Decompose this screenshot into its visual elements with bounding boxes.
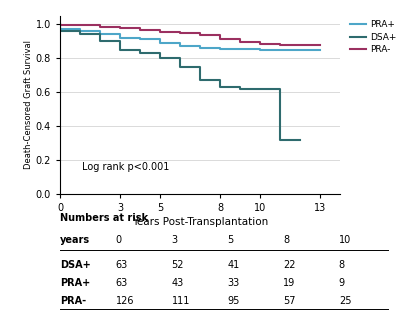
PRA-	[238, 40, 242, 44]
Text: 3: 3	[172, 235, 178, 245]
PRA-	[178, 32, 182, 35]
Text: 8: 8	[283, 235, 289, 245]
DSA+	[198, 78, 202, 82]
PRA-	[158, 30, 162, 34]
DSA+	[118, 48, 122, 52]
PRA+	[98, 33, 102, 36]
Legend: PRA+, DSA+, PRA-: PRA+, DSA+, PRA-	[350, 20, 396, 54]
PRA+	[78, 29, 82, 33]
Text: 41: 41	[227, 260, 240, 270]
Text: 52: 52	[172, 260, 184, 270]
Text: 25: 25	[339, 296, 351, 306]
PRA+	[238, 47, 242, 51]
PRA+	[258, 48, 262, 52]
DSA+	[238, 87, 242, 90]
Line: PRA-: PRA-	[60, 24, 320, 44]
Text: 111: 111	[172, 296, 190, 306]
DSA+	[278, 138, 282, 141]
Text: 22: 22	[283, 260, 296, 270]
DSA+	[58, 29, 62, 33]
PRA+	[118, 36, 122, 40]
PRA-	[318, 43, 322, 46]
Text: 43: 43	[172, 278, 184, 288]
Text: 63: 63	[116, 260, 128, 270]
PRA+	[58, 27, 62, 31]
PRA+	[198, 46, 202, 50]
Text: 57: 57	[283, 296, 296, 306]
PRA+	[158, 41, 162, 45]
PRA-	[138, 28, 142, 32]
PRA-	[98, 25, 102, 28]
Text: 95: 95	[227, 296, 240, 306]
PRA-	[198, 33, 202, 37]
Text: 19: 19	[283, 278, 295, 288]
PRA+	[138, 38, 142, 41]
Text: 63: 63	[116, 278, 128, 288]
DSA+	[78, 33, 82, 36]
DSA+	[218, 85, 222, 89]
PRA+	[318, 48, 322, 52]
Text: Numbers at risk: Numbers at risk	[60, 213, 148, 223]
PRA-	[78, 23, 82, 27]
Line: DSA+: DSA+	[60, 24, 300, 140]
Text: 0: 0	[116, 235, 122, 245]
PRA-	[218, 38, 222, 41]
Text: Log rank p<0.001: Log rank p<0.001	[82, 162, 170, 172]
DSA+	[258, 87, 262, 90]
DSA+	[158, 56, 162, 60]
X-axis label: Years Post-Transplantation: Years Post-Transplantation	[132, 217, 268, 227]
Text: 33: 33	[227, 278, 240, 288]
Text: 9: 9	[339, 278, 345, 288]
DSA+	[298, 138, 302, 141]
PRA-	[58, 22, 62, 26]
Line: PRA+: PRA+	[60, 24, 320, 50]
PRA-	[118, 27, 122, 30]
Text: 5: 5	[227, 235, 234, 245]
PRA+	[58, 22, 62, 26]
PRA-	[278, 43, 282, 46]
Text: PRA-: PRA-	[60, 296, 86, 306]
Text: PRA+: PRA+	[60, 278, 90, 288]
DSA+	[58, 22, 62, 26]
Text: 8: 8	[339, 260, 345, 270]
DSA+	[98, 39, 102, 43]
PRA-	[258, 42, 262, 46]
PRA+	[178, 44, 182, 48]
DSA+	[178, 65, 182, 69]
Y-axis label: Death-Censored Graft Survival: Death-Censored Graft Survival	[24, 40, 33, 169]
Text: 10: 10	[339, 235, 351, 245]
Text: years: years	[60, 235, 90, 245]
PRA-	[58, 23, 62, 27]
PRA+	[218, 47, 222, 51]
PRA+	[278, 48, 282, 52]
DSA+	[138, 51, 142, 55]
Text: 126: 126	[116, 296, 134, 306]
Text: DSA+: DSA+	[60, 260, 91, 270]
